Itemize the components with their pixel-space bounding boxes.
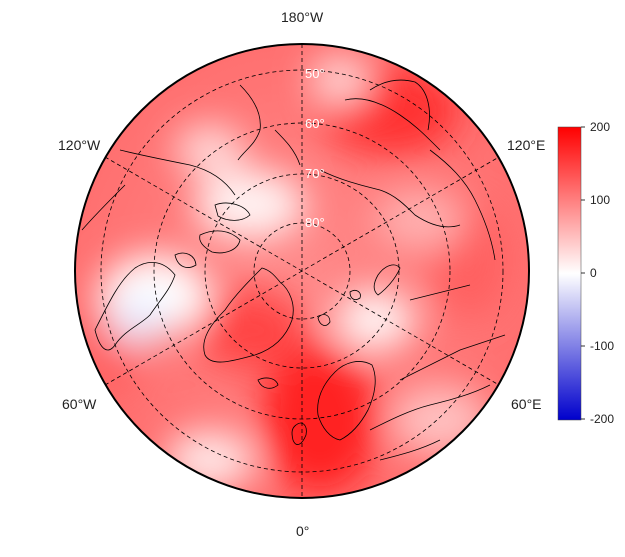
colorbar-label-neg200: -200 (590, 412, 615, 426)
lon-label-0: 0° (296, 523, 310, 539)
lat-label-50: 50° (305, 66, 325, 81)
colorbar-label-100: 100 (590, 193, 611, 207)
lon-label-60w: 60°W (62, 396, 97, 412)
lat-label-70: 70° (305, 166, 325, 181)
map-boundary (74, 43, 530, 499)
colorbar-label-200: 200 (590, 120, 611, 134)
lon-label-180w: 180°W (281, 9, 324, 25)
lon-label-60e: 60°E (511, 396, 542, 412)
lat-label-80: 80° (305, 215, 325, 230)
colorbar (557, 126, 582, 421)
lon-label-120e: 120°E (507, 137, 546, 153)
colorbar-label-0: 0 (590, 266, 597, 280)
graticule (100, 44, 504, 498)
lon-label-120w: 120°W (58, 137, 101, 153)
colorbar-label-neg100: -100 (590, 339, 615, 353)
colorbar-ticks (581, 126, 585, 420)
lat-label-60: 60° (305, 116, 325, 131)
